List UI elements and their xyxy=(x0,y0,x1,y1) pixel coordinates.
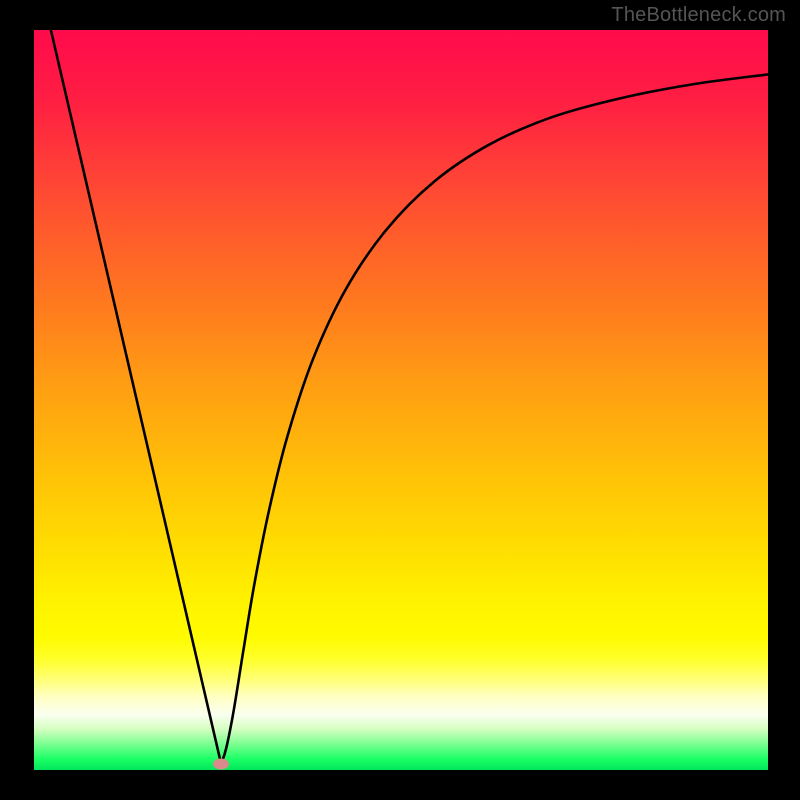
bottleneck-curve xyxy=(34,30,768,770)
minimum-marker xyxy=(213,759,229,770)
watermark-text: TheBottleneck.com xyxy=(611,4,786,27)
chart-plot-area xyxy=(34,30,768,770)
